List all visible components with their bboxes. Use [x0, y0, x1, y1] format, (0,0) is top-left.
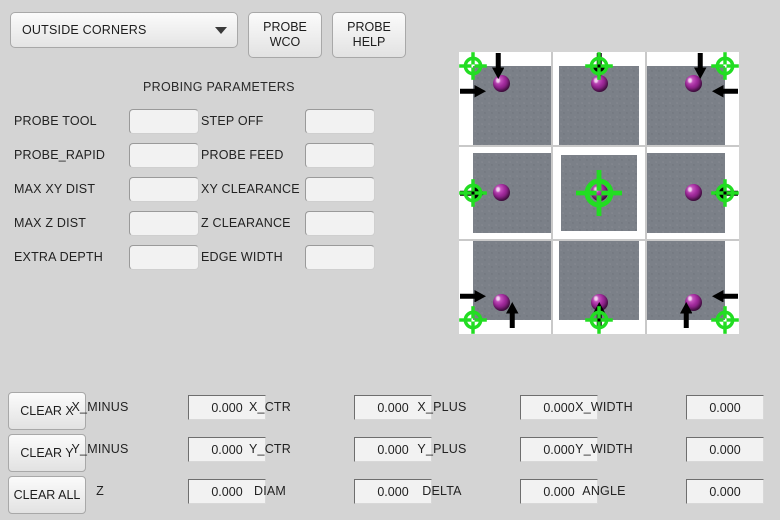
probe-position-bottom-center[interactable] — [553, 241, 645, 334]
probe-position-top-right[interactable] — [647, 52, 739, 145]
param-label-extra-depth: EXTRA DEPTH — [14, 250, 104, 264]
result-value-x_minus[interactable]: 0.000 — [188, 395, 266, 420]
approach-arrow-up-icon — [679, 301, 693, 333]
probe-position-center[interactable] — [553, 146, 645, 240]
param-label-z-clearance: Z CLEARANCE — [201, 216, 291, 230]
param-input-probe-tool[interactable] — [129, 108, 199, 134]
probe-help-button[interactable]: PROBE HELP — [332, 12, 406, 58]
probe-help-label-line2: HELP — [352, 35, 386, 49]
result-label-z: Z — [96, 484, 104, 498]
param-input-probe-feed[interactable] — [305, 142, 375, 168]
param-input-extra-depth[interactable] — [129, 244, 199, 270]
param-label-probe-tool: PROBE TOOL — [14, 114, 97, 128]
probe-wco-label-line2: WCO — [269, 35, 301, 49]
workpiece-block — [647, 65, 726, 145]
param-label-xy-clearance: XY CLEARANCE — [201, 182, 300, 196]
result-value-y_minus[interactable]: 0.000 — [188, 437, 266, 462]
param-input-probe-rapid[interactable] — [129, 142, 199, 168]
result-label-y_minus: Y_MINUS — [71, 442, 129, 456]
approach-arrow-down-icon — [491, 53, 505, 84]
result-label-y_plus: Y_PLUS — [417, 442, 467, 456]
result-label-delta: DELTA — [422, 484, 462, 498]
workpiece-block — [472, 153, 551, 233]
result-value-angle[interactable]: 0.000 — [686, 479, 764, 504]
probe-mode-select[interactable]: OUTSIDE CORNERS — [10, 12, 238, 48]
result-value-delta[interactable]: 0.000 — [520, 479, 598, 504]
probe-help-label-line1: PROBE — [347, 20, 391, 34]
target-crosshair-icon — [584, 52, 614, 86]
probe-mode-value: OUTSIDE CORNERS — [22, 23, 147, 37]
probe-sphere-icon — [590, 184, 608, 202]
target-crosshair-icon — [710, 52, 739, 86]
result-value-y_width[interactable]: 0.000 — [686, 437, 764, 462]
param-input-max-z-dist[interactable] — [129, 210, 199, 236]
result-value-x_plus[interactable]: 0.000 — [520, 395, 598, 420]
results-panel: CLEAR X CLEAR Y CLEAR ALL X_MINUS 0.000 X_… — [0, 388, 780, 520]
result-label-diam: DIAM — [253, 484, 287, 498]
result-label-x_plus: X_PLUS — [417, 400, 467, 414]
result-value-diam[interactable]: 0.000 — [354, 479, 432, 504]
approach-arrow-right-icon — [460, 289, 486, 307]
param-label-probe-rapid: PROBE_RAPID — [14, 148, 106, 162]
result-label-x_minus: X_MINUS — [71, 400, 129, 414]
param-input-step-off[interactable] — [305, 108, 375, 134]
probe-position-top-center[interactable] — [553, 52, 645, 145]
probe-wco-button[interactable]: PROBE WCO — [248, 12, 322, 58]
target-crosshair-icon — [459, 178, 488, 213]
probe-position-top-left[interactable] — [459, 52, 551, 145]
result-value-y_plus[interactable]: 0.000 — [520, 437, 598, 462]
target-crosshair-icon — [710, 305, 739, 334]
probe-sphere-icon — [684, 75, 702, 92]
toolbar: OUTSIDE CORNERS PROBE WCO PROBE HELP — [10, 12, 406, 58]
probe-sphere-icon — [492, 293, 510, 311]
result-value-x_ctr[interactable]: 0.000 — [354, 395, 432, 420]
result-label-angle: ANGLE — [582, 484, 626, 498]
clear-x-button[interactable]: CLEAR X — [8, 392, 86, 430]
workpiece-block — [559, 65, 639, 145]
probe-position-bottom-left[interactable] — [459, 241, 551, 334]
param-label-edge-width: EDGE WIDTH — [201, 250, 283, 264]
probe-sphere-icon — [590, 75, 608, 92]
probe-position-middle-left[interactable] — [459, 146, 551, 240]
param-label-max-z-dist: MAX Z DIST — [14, 216, 87, 230]
approach-arrow-down-icon — [694, 53, 707, 84]
clear-y-button[interactable]: CLEAR Y — [8, 434, 86, 472]
result-label-y_width: Y_WIDTH — [575, 442, 633, 456]
probe-sphere-icon — [492, 184, 510, 202]
probe-position-middle-right[interactable] — [647, 146, 739, 240]
result-value-x_width[interactable]: 0.000 — [686, 395, 764, 420]
probing-parameters-grid: PROBE TOOL STEP OFF PROBE_RAPID PROBE FE… — [14, 104, 377, 274]
approach-arrow-up-icon — [506, 301, 519, 333]
approach-arrow-left-icon — [712, 85, 738, 103]
param-input-z-clearance[interactable] — [305, 210, 375, 236]
approach-arrow-left-icon — [712, 289, 738, 307]
target-crosshair-icon — [710, 178, 739, 213]
clear-all-button[interactable]: CLEAR ALL — [8, 476, 86, 514]
probe-position-bottom-right[interactable] — [647, 241, 739, 334]
probe-sphere-icon — [684, 184, 702, 202]
probe-position-selector — [459, 52, 739, 334]
result-label-x_width: X_WIDTH — [575, 400, 633, 414]
workpiece-block — [472, 65, 551, 145]
probing-parameters-title: PROBING PARAMETERS — [143, 80, 295, 94]
target-crosshair-icon — [584, 305, 614, 334]
result-value-y_ctr[interactable]: 0.000 — [354, 437, 432, 462]
chevron-down-icon — [215, 26, 227, 34]
result-label-y_ctr: Y_CTR — [249, 442, 291, 456]
approach-arrow-right-icon — [460, 85, 486, 103]
param-label-max-xy-dist: MAX XY DIST — [14, 182, 96, 196]
param-label-probe-feed: PROBE FEED — [201, 148, 284, 162]
param-label-step-off: STEP OFF — [201, 114, 264, 128]
target-crosshair-icon — [576, 169, 622, 221]
param-input-max-xy-dist[interactable] — [129, 176, 199, 202]
param-input-edge-width[interactable] — [305, 244, 375, 270]
target-crosshair-icon — [459, 52, 488, 86]
param-input-xy-clearance[interactable] — [305, 176, 375, 202]
target-crosshair-icon — [459, 305, 488, 334]
probe-wco-label-line1: PROBE — [263, 20, 307, 34]
probe-sphere-icon — [684, 293, 702, 311]
probe-sphere-icon — [492, 75, 510, 92]
result-label-x_ctr: X_CTR — [249, 400, 291, 414]
result-value-z[interactable]: 0.000 — [188, 479, 266, 504]
